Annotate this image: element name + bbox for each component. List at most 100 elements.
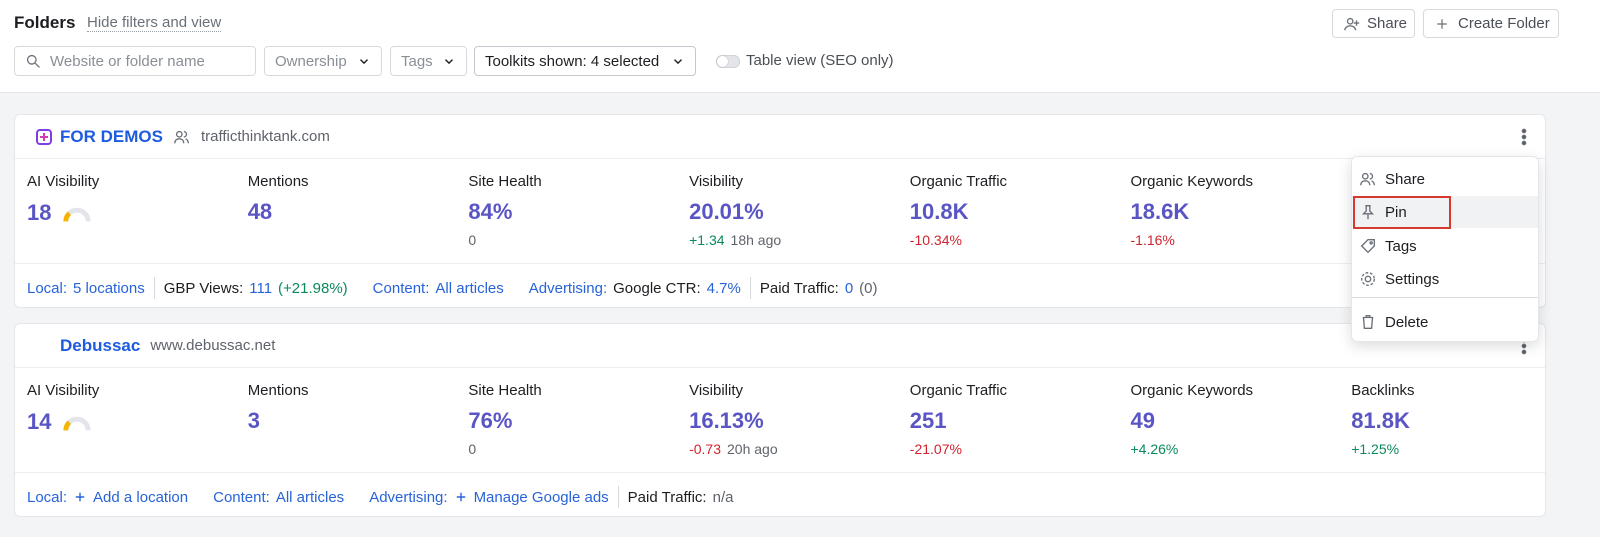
ownership-dropdown-label: Ownership [275, 52, 347, 70]
toggle-filters[interactable]: Hide filters and view [87, 14, 222, 32]
footer-text[interactable]: 5 locations [73, 279, 145, 297]
page-title: Folders [14, 13, 76, 32]
metric-value-row: 76% [468, 408, 512, 434]
shared-icon [173, 128, 191, 146]
metric-sub: +4.26% [1131, 441, 1179, 457]
metric-change: -10.34% [909, 232, 962, 248]
metric-label: Organic Keywords [1130, 173, 1254, 190]
metric-value[interactable]: 18.6K [1130, 199, 1190, 224]
plus-icon [73, 490, 87, 504]
footer-text: n/a [712, 488, 734, 506]
card-header-divider [15, 158, 1545, 159]
metric-value[interactable]: 10.8K [909, 199, 969, 224]
ownership-dropdown[interactable]: Ownership [264, 46, 382, 76]
metric-value[interactable]: 48 [247, 199, 273, 224]
toolkits-dropdown-label: Toolkits shown: 4 selected [485, 52, 660, 70]
metric-label: Mentions [247, 173, 309, 190]
menu-item-label: Tags [1385, 237, 1417, 255]
metric-change: 0 [468, 441, 477, 457]
footer-text: Content: [213, 488, 270, 506]
footer-text: Paid Traffic: [759, 279, 839, 297]
metric-sub: -21.07% [910, 441, 962, 457]
metric-value[interactable]: 81.8K [1351, 408, 1410, 433]
footer-text[interactable]: 4.7% [706, 279, 741, 297]
footer-text[interactable]: 111 [249, 279, 273, 297]
metric-value-row: 81.8K [1351, 408, 1410, 434]
metric-change: +1.25% [1351, 441, 1400, 457]
menu-item[interactable]: Share [1352, 163, 1538, 195]
metric-change: -0.73 [689, 441, 722, 457]
metric-sub: -0.73 20h ago [689, 441, 778, 457]
metric-sub: -1.16% [1131, 232, 1175, 248]
folder-card: Debussac www.debussac.net AI Visibility 14 M… [14, 323, 1546, 517]
folder-card: FOR DEMOS trafficthinktank.com AI Visibili… [14, 114, 1546, 308]
footer-text: Content: [372, 279, 430, 297]
metric-sub: -10.34% [910, 232, 962, 248]
menu-item[interactable]: Delete [1352, 306, 1538, 338]
metric-value[interactable]: 18 [27, 200, 52, 225]
menu-item[interactable]: Pin [1352, 196, 1538, 229]
footer-text[interactable]: All articles [435, 279, 504, 297]
folder-name[interactable]: Debussac [60, 335, 141, 355]
menu-item-label: Share [1385, 170, 1426, 188]
metric-label: Organic Keywords [1130, 382, 1254, 399]
card-header-divider [15, 367, 1545, 368]
metric-value[interactable]: 84% [468, 199, 513, 224]
footer-text[interactable]: Add a location [93, 488, 189, 506]
metric-value[interactable]: 16.13% [689, 408, 764, 433]
metric-value[interactable]: 14 [27, 409, 52, 434]
metric-label: Organic Traffic [909, 173, 1008, 190]
folder-domain[interactable]: www.debussac.net [150, 337, 276, 354]
footer-text: (+21.98%) [278, 279, 348, 297]
folder-name[interactable]: FOR DEMOS [60, 126, 163, 146]
footer-divider [749, 277, 751, 299]
footer-text: Paid Traffic: [627, 488, 707, 506]
share-icon [1343, 15, 1361, 33]
create-folder-label: Create Folder [1458, 15, 1550, 32]
toolkits-dropdown[interactable]: Toolkits shown: 4 selected [474, 46, 696, 76]
footer-text: (0) [859, 279, 878, 297]
metric-value[interactable]: 76% [468, 408, 513, 433]
search-icon [25, 53, 42, 70]
footer-text[interactable]: 0 [844, 279, 854, 297]
metric-value-row: 84% [468, 199, 512, 225]
metric-value-row: 48 [248, 199, 272, 225]
metric-label: Visibility [689, 173, 743, 190]
metric-value[interactable]: 3 [247, 408, 260, 433]
menu-item[interactable]: Settings [1352, 263, 1538, 295]
tags-dropdown[interactable]: Tags [390, 46, 467, 76]
share-button[interactable]: Share [1332, 9, 1415, 38]
metric-value-row: 10.8K [910, 199, 969, 225]
card-footer-divider [15, 472, 1545, 473]
metric-value[interactable]: 251 [909, 408, 947, 433]
context-menu: Share Pin Tags Settings Delete [1351, 156, 1539, 342]
more-menu-button[interactable] [1514, 127, 1534, 147]
metric-change: +1.34 [689, 232, 725, 248]
menu-icon [1359, 203, 1377, 221]
footer-divider [617, 486, 619, 508]
metric-label: Site Health [468, 173, 542, 190]
plus-icon [454, 490, 468, 504]
footer-text[interactable]: All articles [275, 488, 345, 506]
chevron-icon [671, 54, 685, 68]
metric-value-row: 14 [27, 408, 95, 436]
folder-domain[interactable]: trafficthinktank.com [200, 128, 330, 145]
metric-value-row: 49 [1131, 408, 1155, 434]
metric-label: Site Health [468, 382, 542, 399]
metric-value[interactable]: 20.01% [689, 199, 764, 224]
create-folder-button[interactable]: Create Folder [1423, 9, 1559, 38]
menu-icon [1359, 270, 1377, 288]
metric-change: 20h ago [727, 441, 778, 457]
footer-text: Advertising: [369, 488, 448, 506]
menu-item[interactable]: Tags [1352, 230, 1538, 262]
chevron-icon [442, 54, 456, 68]
metric-label: Mentions [247, 382, 309, 399]
metric-value[interactable]: 49 [1130, 408, 1155, 433]
plus-icon [1434, 16, 1450, 32]
search-box[interactable]: Website or folder name [14, 46, 256, 76]
footer-text[interactable]: Manage Google ads [473, 488, 609, 506]
metric-value-row: 20.01% [689, 199, 764, 225]
menu-icon [1359, 170, 1377, 188]
card-header: FOR DEMOS trafficthinktank.com [60, 115, 330, 158]
